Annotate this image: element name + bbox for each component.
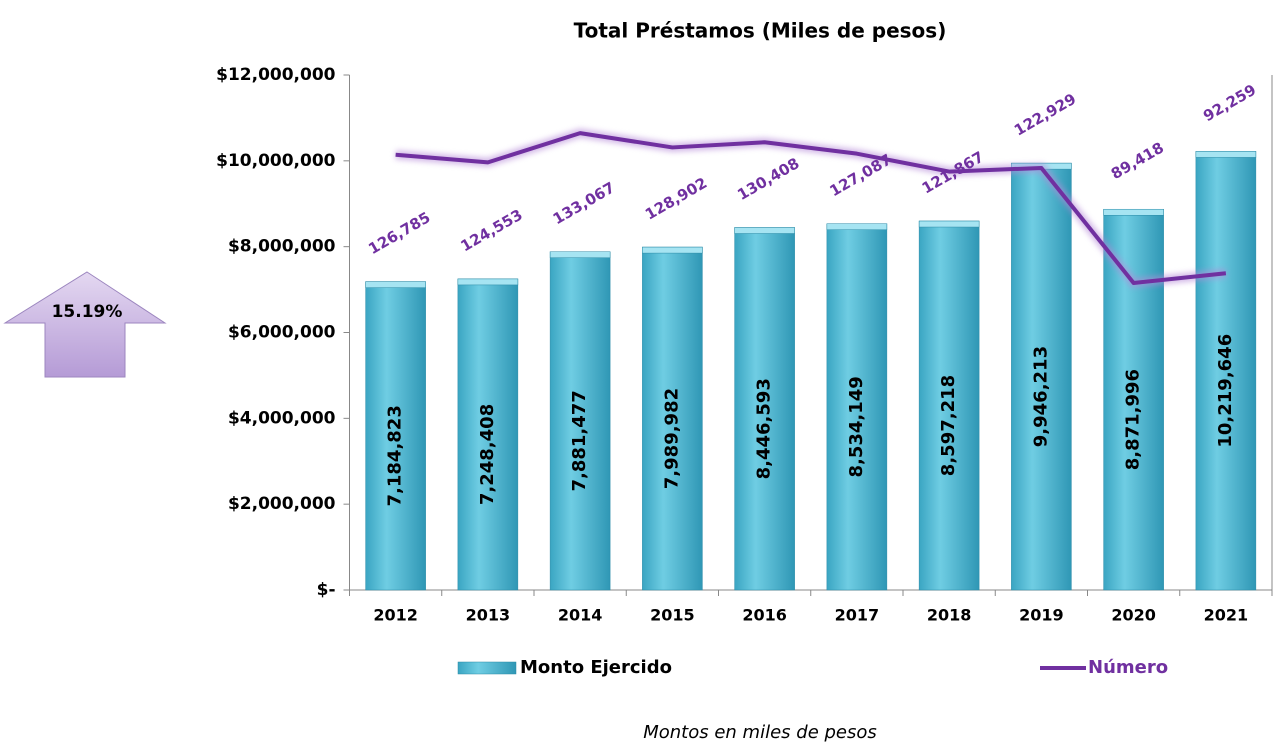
x-tick-label: 2016 xyxy=(742,606,787,625)
bar-cap xyxy=(734,227,795,234)
x-tick-label: 2017 xyxy=(835,606,880,625)
bar-label: 10,219,646 xyxy=(1215,334,1236,448)
bar xyxy=(457,278,519,591)
line-label: 126,785 xyxy=(365,208,433,258)
x-tick-label: 2021 xyxy=(1204,606,1249,625)
bar-cap xyxy=(1103,208,1164,216)
y-tick-label: $4,000,000 xyxy=(228,408,336,428)
x-tick-label: 2015 xyxy=(650,606,695,625)
bar-label: 7,248,408 xyxy=(477,404,498,505)
bar-cap xyxy=(549,251,611,259)
bar-label: 7,184,823 xyxy=(385,405,406,506)
y-tick-label: $6,000,000 xyxy=(228,323,336,343)
x-tick-label: 2019 xyxy=(1019,606,1064,625)
line-label: 133,067 xyxy=(550,178,618,228)
bar-label: 9,946,213 xyxy=(1030,346,1051,447)
line-glow xyxy=(395,128,1227,288)
bar-label: 8,871,996 xyxy=(1123,369,1144,470)
legend-swatch xyxy=(457,661,517,675)
line-label: 122,929 xyxy=(1011,90,1079,140)
bar-cap xyxy=(457,278,519,286)
bar-label: 8,597,218 xyxy=(938,375,959,476)
y-tick-label: $12,000,000 xyxy=(216,65,336,85)
bar xyxy=(549,251,611,591)
bar xyxy=(1011,162,1072,591)
bar-label: 7,989,982 xyxy=(661,388,682,489)
bar-label: 8,446,593 xyxy=(754,378,775,479)
bar xyxy=(365,281,426,591)
x-tick-label: 2013 xyxy=(466,606,511,625)
arrow xyxy=(3,271,167,378)
line-label: 124,553 xyxy=(458,206,526,256)
x-tick-label: 2014 xyxy=(558,606,603,625)
bar-cap xyxy=(826,223,888,230)
bar xyxy=(734,227,795,591)
bar-cap xyxy=(365,281,426,288)
bar xyxy=(826,223,888,591)
chart-title: Total Préstamos (Miles de pesos) xyxy=(574,19,947,43)
y-tick-label: $- xyxy=(317,580,336,600)
bar-cap xyxy=(642,246,703,254)
y-tick-label: $8,000,000 xyxy=(228,237,336,257)
line-label: 89,418 xyxy=(1108,139,1167,184)
line-label: 92,259 xyxy=(1200,81,1259,126)
legend-label: Monto Ejercido xyxy=(520,657,672,678)
bar-cap xyxy=(918,220,980,228)
line-label: 130,408 xyxy=(734,154,802,204)
bar xyxy=(1103,208,1164,591)
y-tick-label: $2,000,000 xyxy=(228,494,336,514)
x-tick-label: 2020 xyxy=(1111,606,1156,625)
bar xyxy=(1195,151,1257,591)
bar-label: 7,881,477 xyxy=(569,390,590,491)
bar xyxy=(918,220,980,591)
bar-cap xyxy=(1195,151,1257,158)
line-label: 128,902 xyxy=(642,174,710,224)
note: Montos en miles de pesos xyxy=(643,722,877,742)
x-tick-label: 2012 xyxy=(373,606,418,625)
y-tick-label: $10,000,000 xyxy=(216,151,336,171)
legend-label: Número xyxy=(1088,657,1168,678)
bar-label: 8,534,149 xyxy=(846,376,867,477)
line xyxy=(395,131,1227,285)
annotation: 15.19% xyxy=(52,302,123,322)
x-tick-label: 2018 xyxy=(927,606,972,625)
